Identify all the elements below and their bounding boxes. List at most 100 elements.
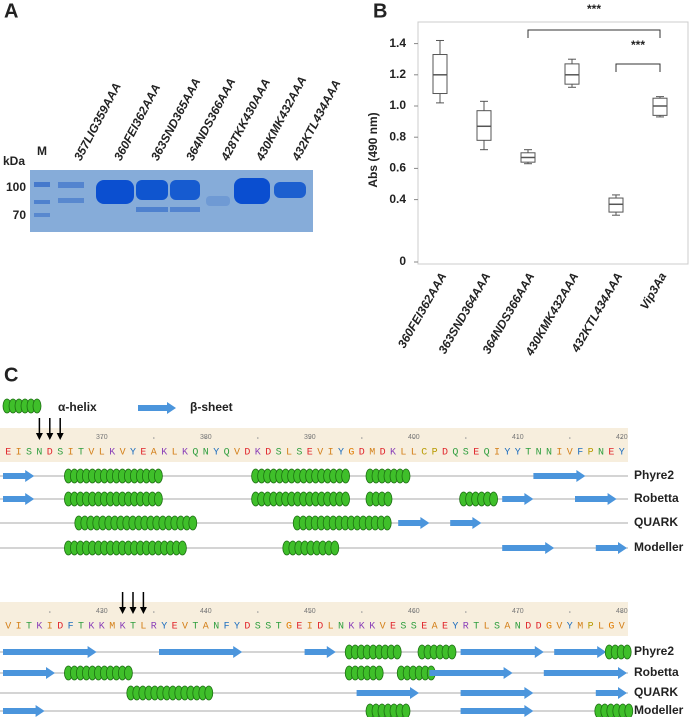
residue: D <box>265 448 271 459</box>
strand-arrow <box>450 517 482 529</box>
residue: I <box>494 448 500 459</box>
residue: Y <box>452 622 458 633</box>
helix-turn <box>153 468 163 484</box>
residue: N <box>598 448 604 459</box>
helix-turn <box>341 491 351 507</box>
ruler-dot <box>257 611 259 613</box>
residue: S <box>265 622 271 633</box>
residue: S <box>276 448 282 459</box>
residue: L <box>484 622 490 633</box>
strand-arrow <box>502 493 534 505</box>
box-body <box>476 110 492 141</box>
helix-turn <box>383 491 393 507</box>
residue: F <box>224 622 230 633</box>
box <box>564 58 580 88</box>
residue: V <box>234 448 240 459</box>
residue: L <box>400 448 406 459</box>
residue: D <box>442 448 448 459</box>
y-axis-label: Abs (490 nm) <box>366 112 380 187</box>
residue: V <box>556 622 562 633</box>
residue: K <box>161 448 167 459</box>
ruler-number: 390 <box>304 434 316 441</box>
residue: K <box>255 448 261 459</box>
residue: T <box>276 622 282 633</box>
residue: L <box>328 622 334 633</box>
strand-arrow <box>575 493 617 505</box>
ruler-dot <box>257 437 259 439</box>
residue: E <box>608 448 614 459</box>
residue: L <box>411 448 417 459</box>
residue: K <box>99 622 105 633</box>
site-arrow-head <box>139 607 147 614</box>
residue: V <box>182 622 188 633</box>
residue: T <box>26 622 32 633</box>
residue: I <box>556 448 562 459</box>
residue: D <box>525 622 531 633</box>
helix-turn <box>374 665 384 681</box>
residue: E <box>5 448 11 459</box>
y-tick-label: 1.0 <box>389 98 406 112</box>
ruler-dot <box>49 611 51 613</box>
residue: N <box>515 622 521 633</box>
residue: Y <box>619 448 625 459</box>
strand-arrow <box>138 402 176 414</box>
ruler-dot <box>621 611 623 613</box>
residue: E <box>421 622 427 633</box>
residue: Y <box>515 448 521 459</box>
residue: L <box>99 448 105 459</box>
residue: S <box>411 622 417 633</box>
method-label: Robetta <box>634 491 679 505</box>
ruler-dot <box>101 611 103 613</box>
residue: F <box>577 448 583 459</box>
legend-label: α-helix <box>58 400 97 414</box>
strand-arrow <box>533 470 586 482</box>
significance-bracket <box>527 29 661 38</box>
helix-turn <box>32 398 42 414</box>
box-body <box>608 197 624 213</box>
y-tick-label: 0.6 <box>389 161 406 175</box>
ruler-number: 460 <box>408 608 420 615</box>
helix-turn <box>624 703 634 717</box>
ruler-number: 440 <box>200 608 212 615</box>
residue: N <box>536 448 542 459</box>
x-tick-label: Vip3Aa <box>637 270 669 312</box>
ruler-dot <box>153 611 155 613</box>
residue: E <box>296 622 302 633</box>
residue: D <box>244 448 250 459</box>
ruler-number: 430 <box>96 608 108 615</box>
helix-turn <box>204 685 214 701</box>
helix-turn <box>401 468 411 484</box>
residue: V <box>5 622 11 633</box>
residue: C <box>421 448 427 459</box>
residue: S <box>296 448 302 459</box>
residue: D <box>317 622 323 633</box>
legend: α-helix β-sheet <box>2 398 233 414</box>
residue: P <box>432 448 438 459</box>
ruler-dot <box>621 437 623 439</box>
ruler-number: 420 <box>616 434 628 441</box>
residue: S <box>26 448 32 459</box>
strand-arrow <box>502 542 555 554</box>
significance-bracket <box>615 63 661 72</box>
residue: Y <box>567 622 573 633</box>
residue: F <box>68 622 74 633</box>
residue: A <box>151 448 157 459</box>
residue: E <box>172 622 178 633</box>
residue: I <box>328 448 334 459</box>
strand-arrow <box>554 646 607 658</box>
ruler-dot <box>465 611 467 613</box>
method-label: Modeller <box>634 703 684 717</box>
residue: M <box>369 448 375 459</box>
strand-arrow <box>3 493 35 505</box>
ruler-number: 470 <box>512 608 524 615</box>
residue: T <box>78 448 84 459</box>
box <box>608 194 624 216</box>
residue: Q <box>452 448 458 459</box>
size-label: 70 <box>13 208 27 222</box>
ruler-dot <box>569 611 571 613</box>
residue: K <box>88 622 94 633</box>
significance-label: *** <box>631 38 645 52</box>
residue: V <box>120 448 126 459</box>
